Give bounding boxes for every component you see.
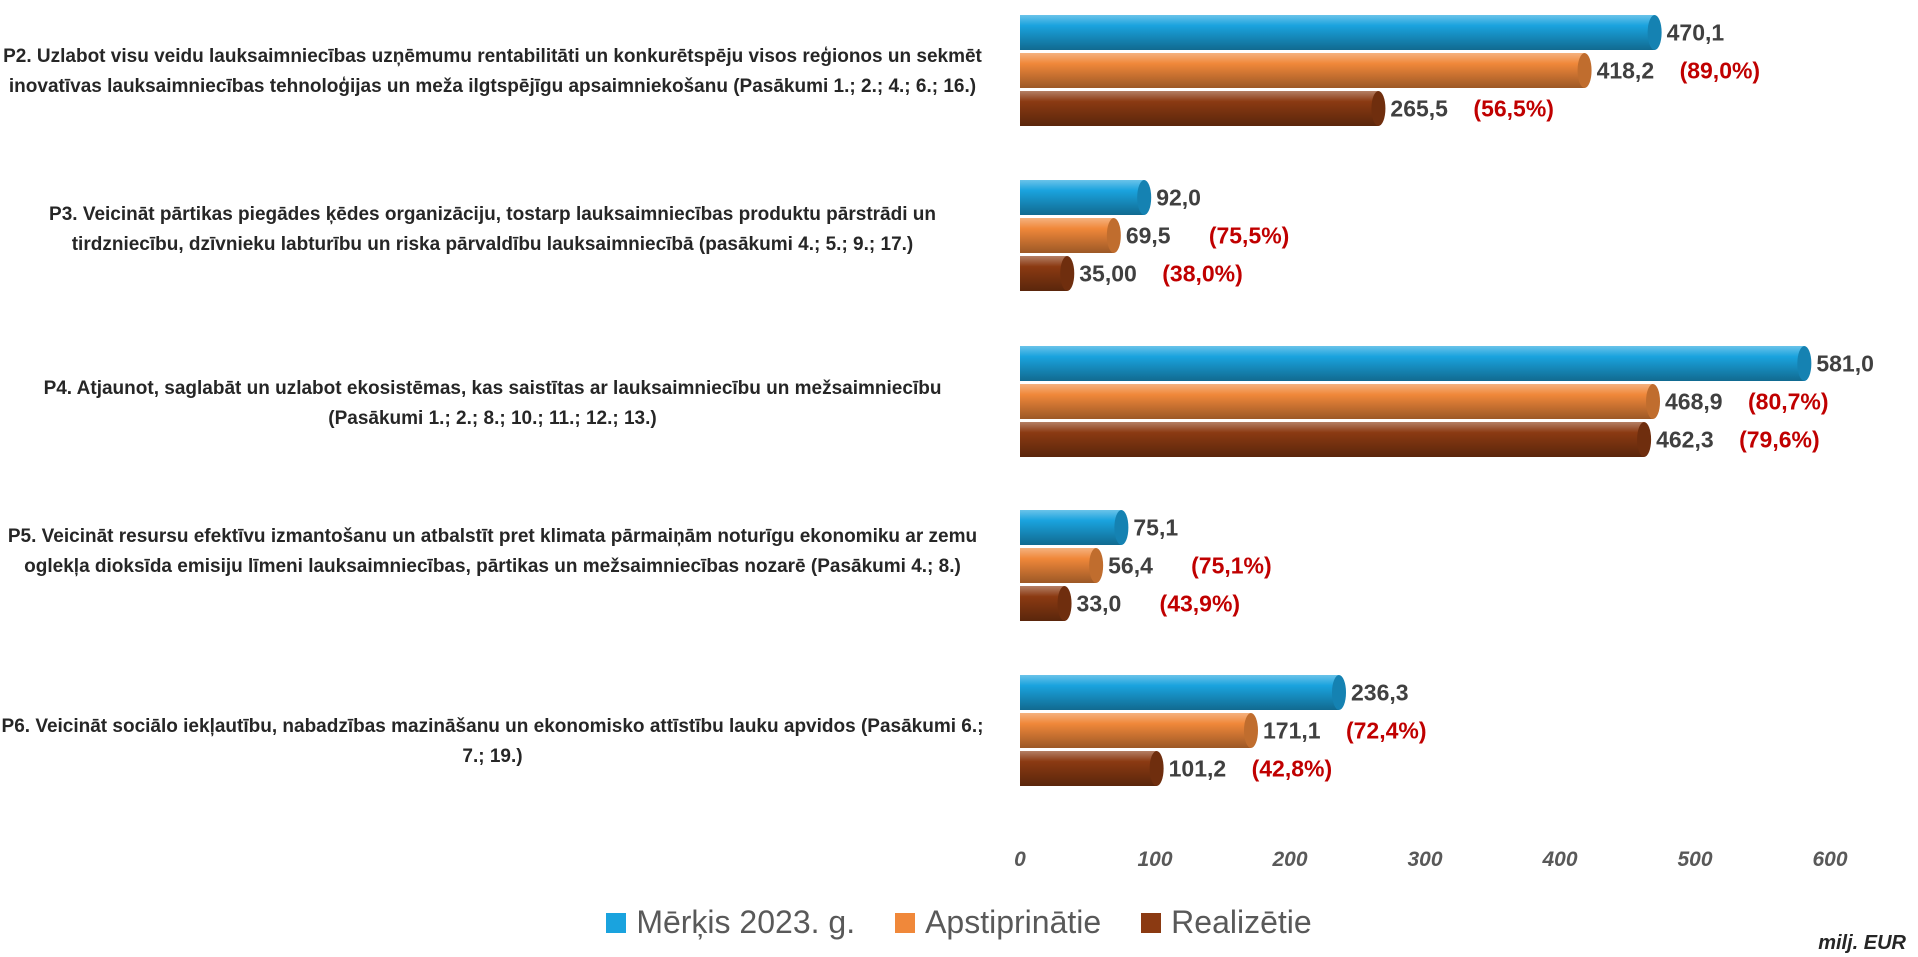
bar-cap	[1057, 586, 1072, 621]
bar-cap	[1637, 422, 1652, 457]
bar-realiz-tie-1	[1020, 256, 1068, 291]
bar-cap	[1149, 751, 1164, 786]
category-label: P6. Veicināt sociālo iekļautību, nabadzī…	[1, 716, 984, 767]
bar-m-r-is-2023-g--3	[1020, 510, 1122, 545]
bar-m-r-is-2023-g--2	[1020, 346, 1805, 381]
percent-label: (38,0%)	[1162, 261, 1243, 287]
bar-m-r-is-2023-g--4	[1020, 675, 1340, 710]
bar-cap	[1137, 180, 1152, 215]
x-tick-label: 600	[1812, 848, 1847, 871]
data-label: 33,0	[1077, 591, 1122, 617]
percent-label: (72,4%)	[1346, 718, 1427, 744]
percent-label: (79,6%)	[1739, 427, 1820, 453]
data-label: 470,1	[1667, 20, 1725, 46]
data-label: 462,3	[1656, 427, 1714, 453]
chart-legend: Mērķis 2023. g. Apstiprinātie Realizētie	[0, 904, 1918, 941]
bar-apstiprin-tie-3	[1020, 548, 1097, 583]
bar-cap	[1060, 256, 1075, 291]
legend-item: Apstiprinātie	[895, 904, 1101, 941]
bar-apstiprin-tie-1	[1020, 218, 1114, 253]
legend-label: Realizētie	[1171, 904, 1312, 940]
bar-realiz-tie-2	[1020, 422, 1645, 457]
data-label: 101,2	[1169, 756, 1227, 782]
bar-apstiprin-tie-2	[1020, 384, 1654, 419]
legend-label: Mērķis 2023. g.	[636, 904, 856, 940]
x-tick-label: 100	[1137, 848, 1172, 871]
percent-label: (80,7%)	[1748, 389, 1829, 415]
bar-cap	[1371, 91, 1386, 126]
bar-m-r-is-2023-g--0	[1020, 15, 1655, 50]
bar-realiz-tie-4	[1020, 751, 1157, 786]
bar-apstiprin-tie-4	[1020, 713, 1251, 748]
percent-label: (75,5%)	[1209, 223, 1290, 249]
x-tick-label: 200	[1271, 848, 1307, 871]
bar-cap	[1647, 15, 1662, 50]
legend-item: Mērķis 2023. g.	[606, 904, 855, 941]
x-tick-label: 0	[1014, 848, 1026, 871]
legend-swatch	[606, 912, 627, 933]
legend-item: Realizētie	[1141, 904, 1312, 941]
data-label: 265,5	[1390, 96, 1448, 122]
data-label: 418,2	[1597, 58, 1655, 84]
data-label: 69,5	[1126, 223, 1171, 249]
bar-m-r-is-2023-g--1	[1020, 180, 1145, 215]
category-label: P5. Veicināt resursu efektīvu izmantošan…	[7, 526, 978, 577]
data-label: 92,0	[1156, 185, 1201, 211]
category-label: P3. Veicināt pārtikas piegādes ķēdes org…	[49, 204, 936, 255]
x-tick-label: 500	[1677, 848, 1712, 871]
bar-cap	[1106, 218, 1121, 253]
data-label: 468,9	[1665, 389, 1723, 415]
data-label: 35,00	[1079, 261, 1137, 287]
data-label: 236,3	[1351, 680, 1409, 706]
category-label: P2. Uzlabot visu veidu lauksaimniecības …	[3, 46, 982, 97]
bar-cap	[1089, 548, 1104, 583]
x-tick-label: 400	[1541, 848, 1577, 871]
percent-label: (89,0%)	[1680, 58, 1761, 84]
bar-cap	[1797, 346, 1812, 381]
legend-swatch	[1141, 912, 1162, 933]
data-label: 56,4	[1108, 553, 1153, 579]
bar-cap	[1646, 384, 1661, 419]
legend-swatch	[895, 912, 916, 933]
category-label: P4. Atjaunot, saglabāt un uzlabot ekosis…	[43, 378, 942, 429]
data-label: 75,1	[1133, 515, 1178, 541]
bar-cap	[1114, 510, 1129, 545]
unit-label: milj. EUR	[1818, 932, 1906, 954]
x-tick-label: 300	[1407, 848, 1442, 871]
bar-apstiprin-tie-0	[1020, 53, 1585, 88]
data-label: 171,1	[1263, 718, 1321, 744]
legend-label: Apstiprinātie	[925, 904, 1102, 940]
percent-label: (43,9%)	[1160, 591, 1241, 617]
percent-label: (42,8%)	[1252, 756, 1333, 782]
bar-cap	[1332, 675, 1347, 710]
data-label: 581,0	[1816, 351, 1874, 377]
bar-cap	[1577, 53, 1592, 88]
bar-realiz-tie-3	[1020, 586, 1065, 621]
percent-label: (75,1%)	[1191, 553, 1272, 579]
percent-label: (56,5%)	[1473, 96, 1554, 122]
bar-realiz-tie-0	[1020, 91, 1379, 126]
bar-cap	[1243, 713, 1258, 748]
